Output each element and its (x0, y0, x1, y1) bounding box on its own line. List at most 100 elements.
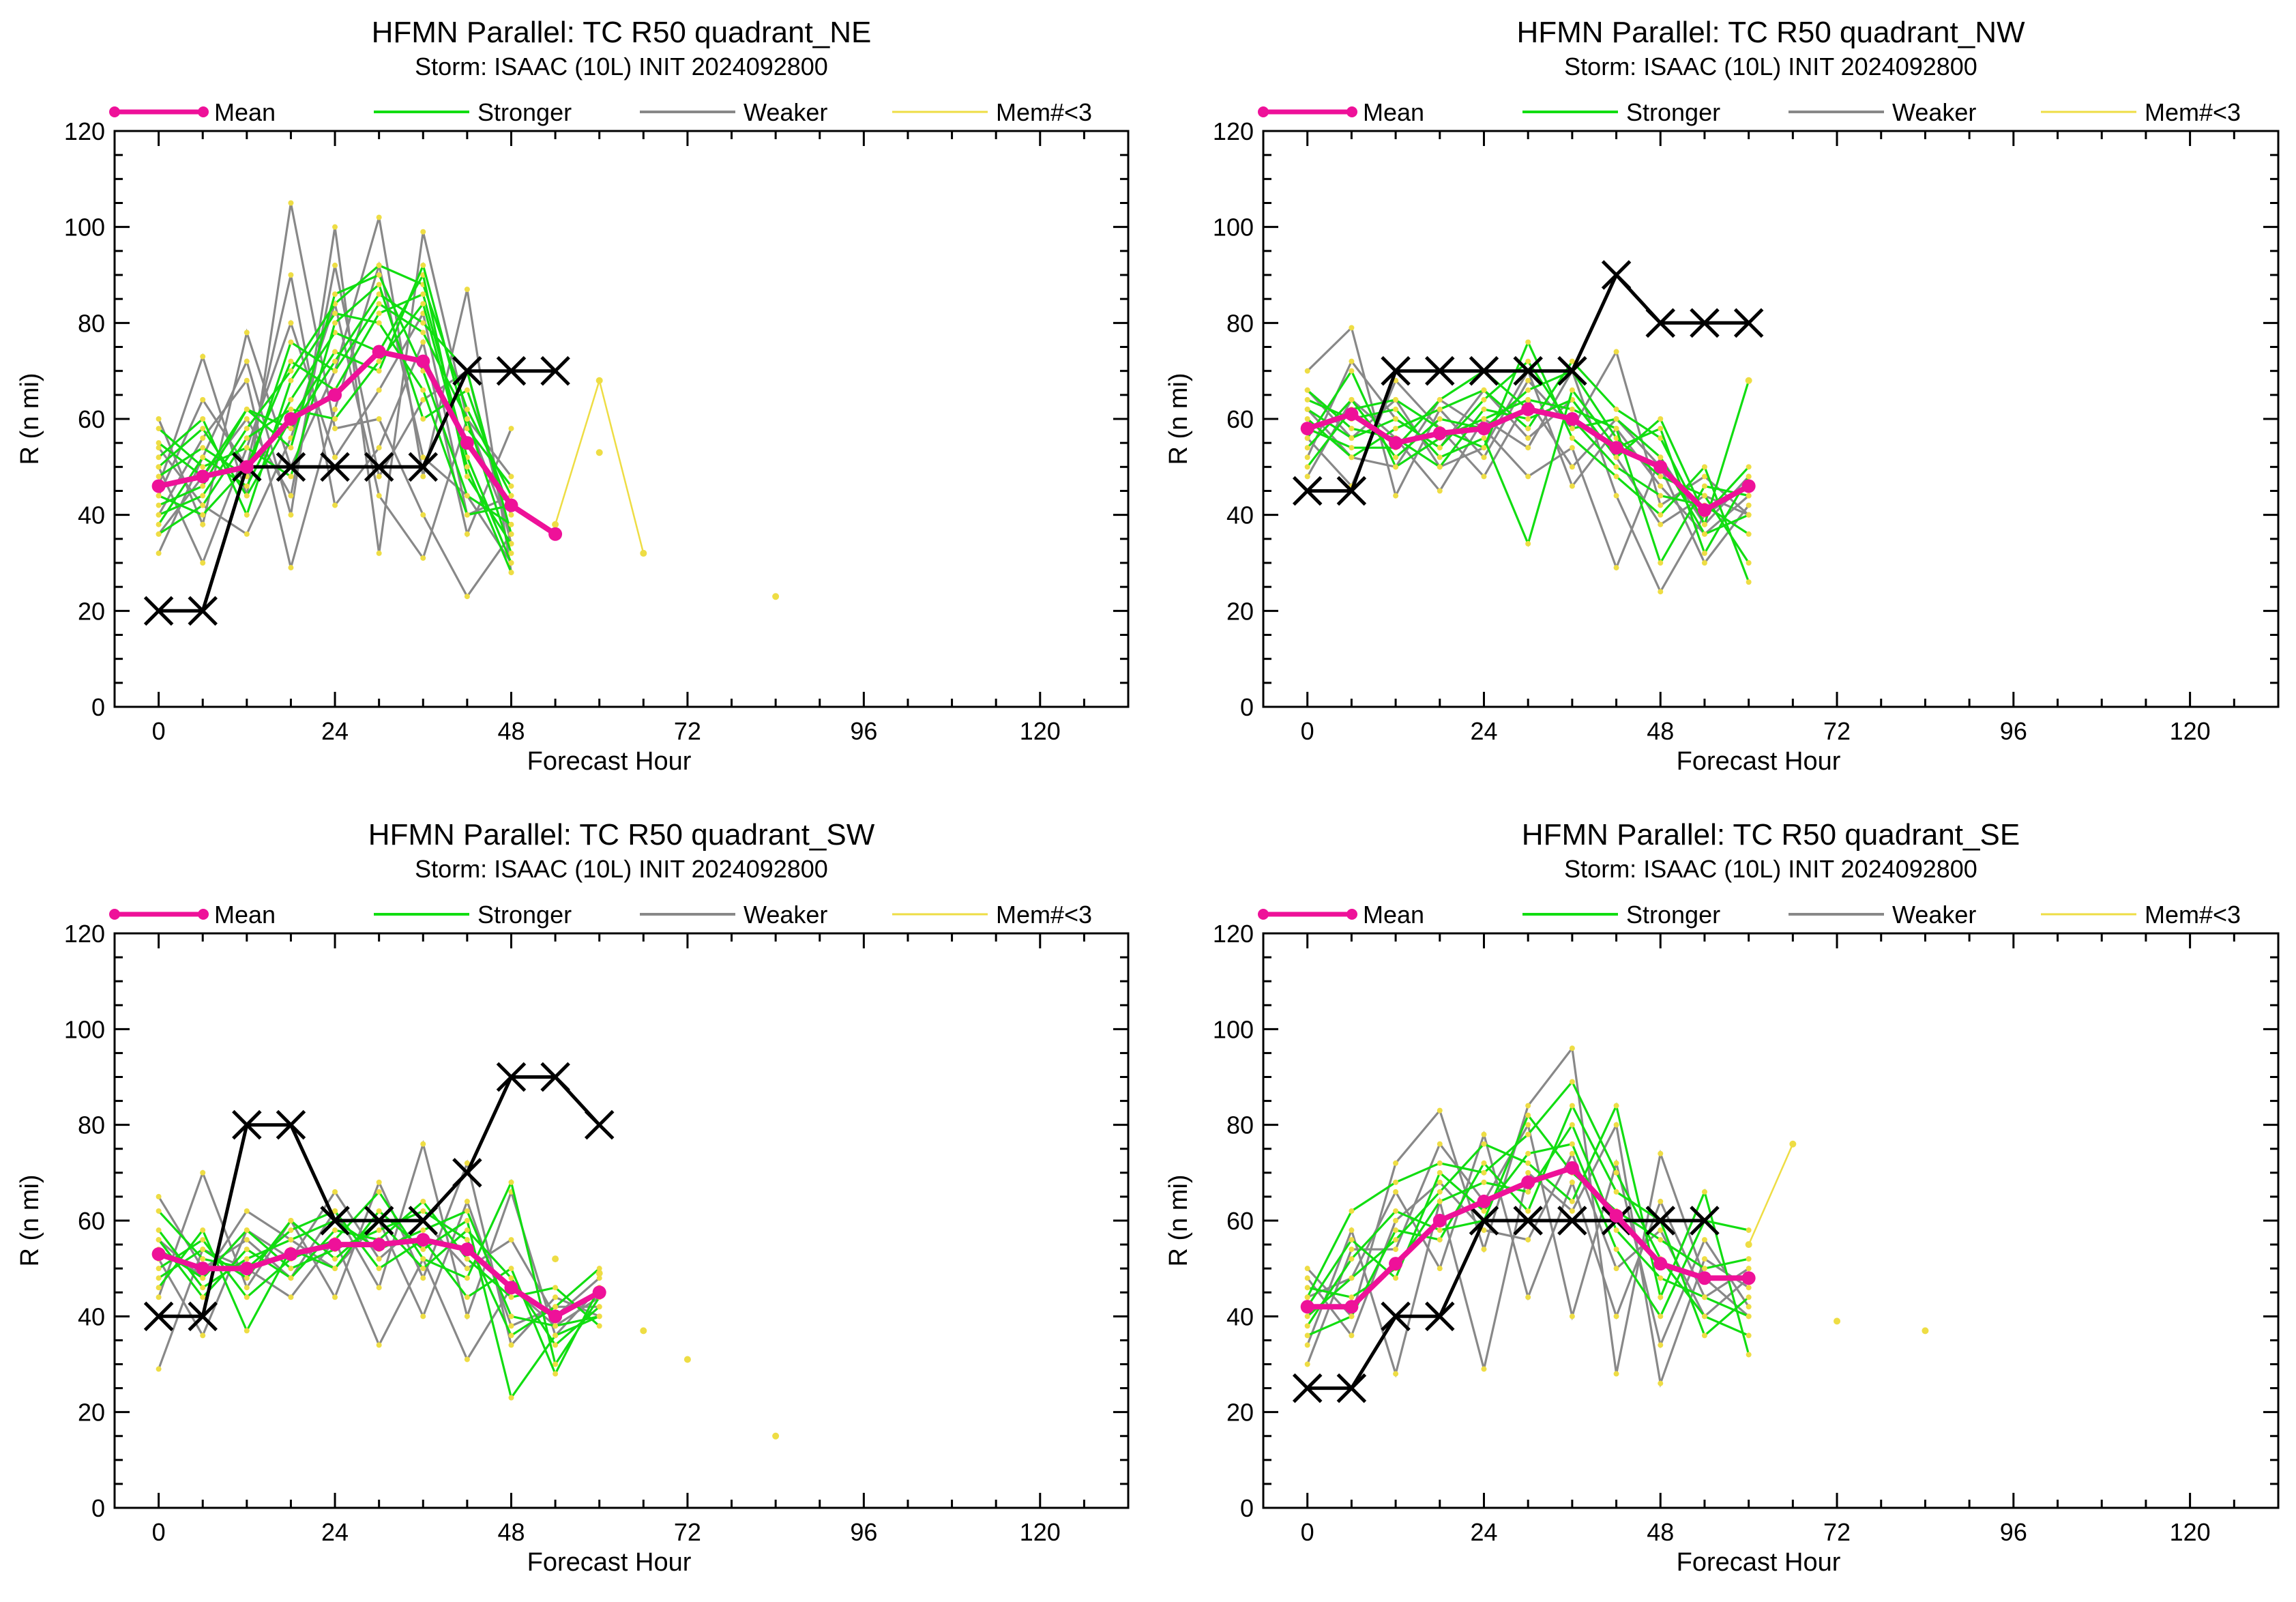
member-point (1393, 1237, 1399, 1243)
x-axis-label: Forecast Hour (1677, 1548, 1841, 1577)
mean-point (1389, 436, 1403, 450)
legend-weaker: Weaker (640, 98, 827, 126)
member-point (1304, 1266, 1310, 1272)
mem-lt3-point (595, 1270, 603, 1277)
x-tick-label: 72 (1823, 717, 1851, 745)
member-point (1746, 1285, 1752, 1291)
x-tick-label: 24 (321, 717, 349, 745)
member-point (244, 531, 250, 537)
member-point (1569, 435, 1575, 441)
member-point (1349, 396, 1355, 403)
member-point (244, 416, 250, 422)
member-point (553, 1332, 559, 1339)
legend-weaker: Weaker (1789, 98, 1976, 126)
best-track-marker (143, 1301, 174, 1332)
member-point (332, 416, 338, 422)
member-point (1304, 454, 1310, 461)
best-track-marker (1557, 1206, 1587, 1236)
member-point (156, 531, 162, 537)
member-point (1658, 1237, 1664, 1243)
member-point (420, 368, 426, 374)
member-point (1481, 1141, 1487, 1147)
member-point (1481, 1247, 1487, 1253)
member-point (1746, 1352, 1752, 1358)
member-point (156, 1227, 162, 1234)
mean-point (416, 1233, 430, 1247)
x-tick-label: 120 (1020, 1518, 1061, 1546)
member-point (1481, 396, 1487, 403)
legend-mean-marker (109, 909, 120, 920)
plot-frame (113, 932, 1130, 1509)
member-point (1437, 454, 1443, 461)
member-point (288, 1275, 294, 1281)
member-point (1437, 396, 1443, 403)
member-point (464, 1313, 470, 1320)
member-point (376, 1266, 382, 1272)
member-point (420, 1266, 426, 1272)
best-track-marker (452, 1158, 482, 1188)
member-point (1746, 493, 1752, 499)
stronger-member-line (1306, 1102, 1750, 1355)
mem-lt3-point (772, 593, 780, 600)
legend-mean-marker (1258, 106, 1269, 117)
member-point (553, 1371, 559, 1377)
mem-lt3-point (1834, 1317, 1841, 1325)
best-track-marker (496, 1062, 527, 1092)
mean-point (1521, 1175, 1535, 1189)
member-point (1658, 416, 1664, 422)
member-point (332, 368, 338, 374)
member-point (596, 1313, 602, 1320)
member-point (1393, 1189, 1399, 1195)
member-point (1613, 435, 1619, 441)
member-point (1701, 493, 1707, 499)
member-point (1569, 1179, 1575, 1185)
member-point (1701, 1256, 1707, 1262)
member-point (1525, 339, 1531, 345)
member-point (1437, 1179, 1443, 1185)
member-point (376, 291, 382, 297)
y-tick-label: 40 (78, 1302, 105, 1330)
member-point (1525, 1112, 1531, 1118)
y-tick-label: 60 (78, 1207, 105, 1235)
member-point (332, 1294, 338, 1300)
member-point (288, 565, 294, 571)
member-point (332, 1266, 338, 1272)
legend-mem-lt3-label: Mem#<3 (996, 98, 1092, 126)
mean-point (151, 479, 166, 493)
member-point (1613, 1160, 1619, 1166)
member-point (420, 262, 426, 268)
member-point (244, 493, 250, 499)
member-point (1437, 1160, 1443, 1166)
member-point (464, 416, 470, 422)
member-point (420, 330, 426, 336)
x-tick-label: 72 (1823, 1518, 1851, 1546)
mean-point (1521, 402, 1535, 416)
member-point (1701, 1266, 1707, 1272)
member-point (1569, 426, 1575, 432)
best-track-marker (540, 355, 570, 386)
member-point (244, 512, 250, 518)
member-point (1525, 1103, 1531, 1109)
member-point (1658, 1198, 1664, 1204)
member-point (156, 493, 162, 499)
member-point (1613, 1313, 1619, 1320)
best-track-marker (408, 452, 439, 482)
member-point (464, 474, 470, 480)
member-point (1658, 1294, 1664, 1300)
member-point (1393, 1227, 1399, 1234)
member-point (1613, 1371, 1619, 1377)
chart-title: HFMN Parallel: TC R50 quadrant_SE (1522, 818, 2020, 851)
member-point (1349, 1247, 1355, 1253)
member-point (376, 1285, 382, 1291)
member-point (1481, 445, 1487, 451)
member-point (508, 1342, 514, 1348)
member-point (1349, 445, 1355, 451)
mean-point (1653, 1257, 1668, 1271)
x-tick-label: 24 (1470, 1518, 1497, 1546)
member-point (420, 1227, 426, 1234)
member-point (332, 1256, 338, 1262)
member-point (464, 1275, 470, 1281)
legend-mean-marker (1346, 909, 1357, 920)
y-tick-label: 0 (1240, 1494, 1254, 1522)
member-point (1349, 1227, 1355, 1234)
